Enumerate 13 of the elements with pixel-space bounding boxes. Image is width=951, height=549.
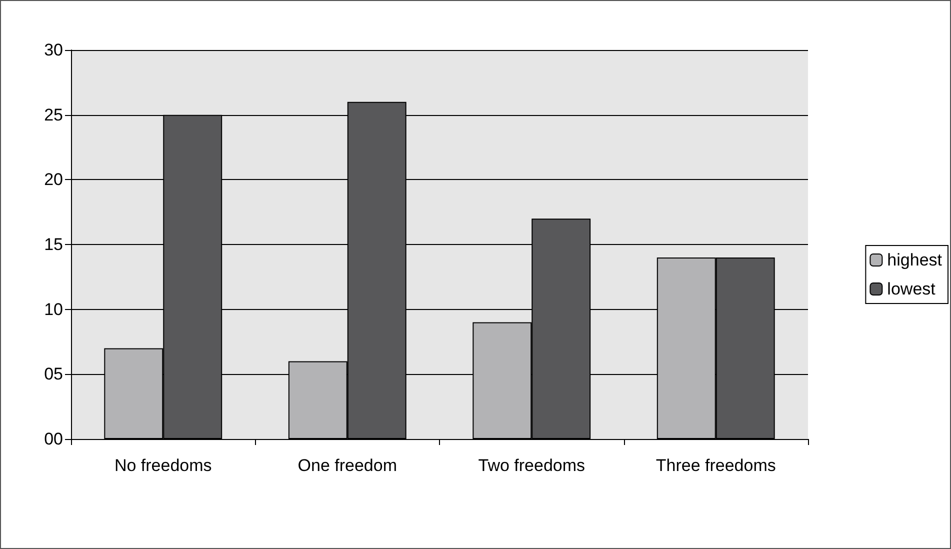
y-tick-label: 00 — [44, 430, 63, 448]
y-tick-label: 15 — [44, 235, 63, 254]
x-tick-label: No freedoms — [114, 456, 212, 475]
x-tick-label: Two freedoms — [478, 456, 586, 475]
y-tick-label: 20 — [44, 170, 63, 190]
legend-label: lowest — [887, 280, 936, 298]
y-tick-label: 30 — [44, 40, 63, 60]
x-tick-label: Three freedoms — [656, 456, 776, 475]
y-tick-label: 10 — [44, 300, 63, 319]
y-tick-label: 25 — [44, 105, 63, 124]
legend-label: highest — [887, 250, 942, 270]
y-tick-label: 05 — [44, 364, 63, 384]
x-tick-label: One freedom — [298, 456, 397, 475]
